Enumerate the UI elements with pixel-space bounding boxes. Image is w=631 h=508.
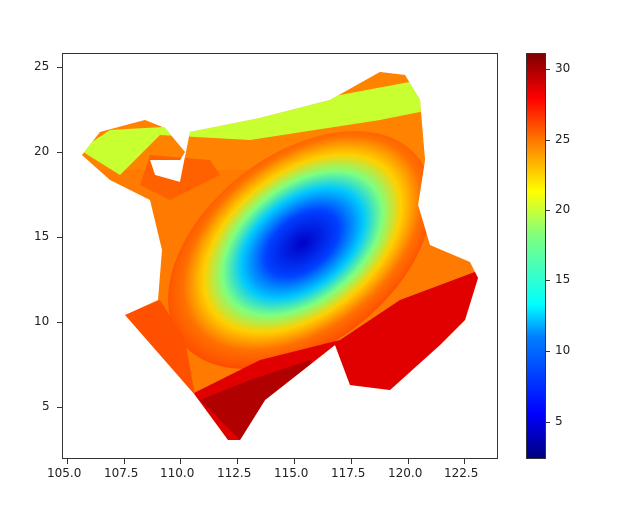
colorbar-tick-label: 20 xyxy=(555,202,571,216)
colorbar-tick-label: 10 xyxy=(555,343,571,357)
colorbar-tick-label: 15 xyxy=(555,272,571,286)
colorbar-tick-label: 5 xyxy=(555,414,563,428)
y-tick-label: 25 xyxy=(34,59,50,73)
x-tick-label: 115.0 xyxy=(274,466,309,480)
colorbar-tick-label: 25 xyxy=(555,132,571,146)
x-tick-label: 120.0 xyxy=(388,466,423,480)
y-tick-label: 15 xyxy=(34,229,50,243)
x-tick-label: 112.5 xyxy=(217,466,252,480)
x-tick-label: 122.5 xyxy=(444,466,479,480)
x-tick-label: 105.0 xyxy=(47,466,82,480)
colorbar-tick-label: 30 xyxy=(555,61,571,75)
x-tick-label: 110.0 xyxy=(160,466,195,480)
x-tick-label: 107.5 xyxy=(104,466,139,480)
y-tick-label: 10 xyxy=(34,314,50,328)
x-tick-label: 117.5 xyxy=(331,466,366,480)
y-tick-label: 20 xyxy=(34,144,50,158)
colorbar xyxy=(526,53,546,459)
y-tick-label: 5 xyxy=(42,399,50,413)
